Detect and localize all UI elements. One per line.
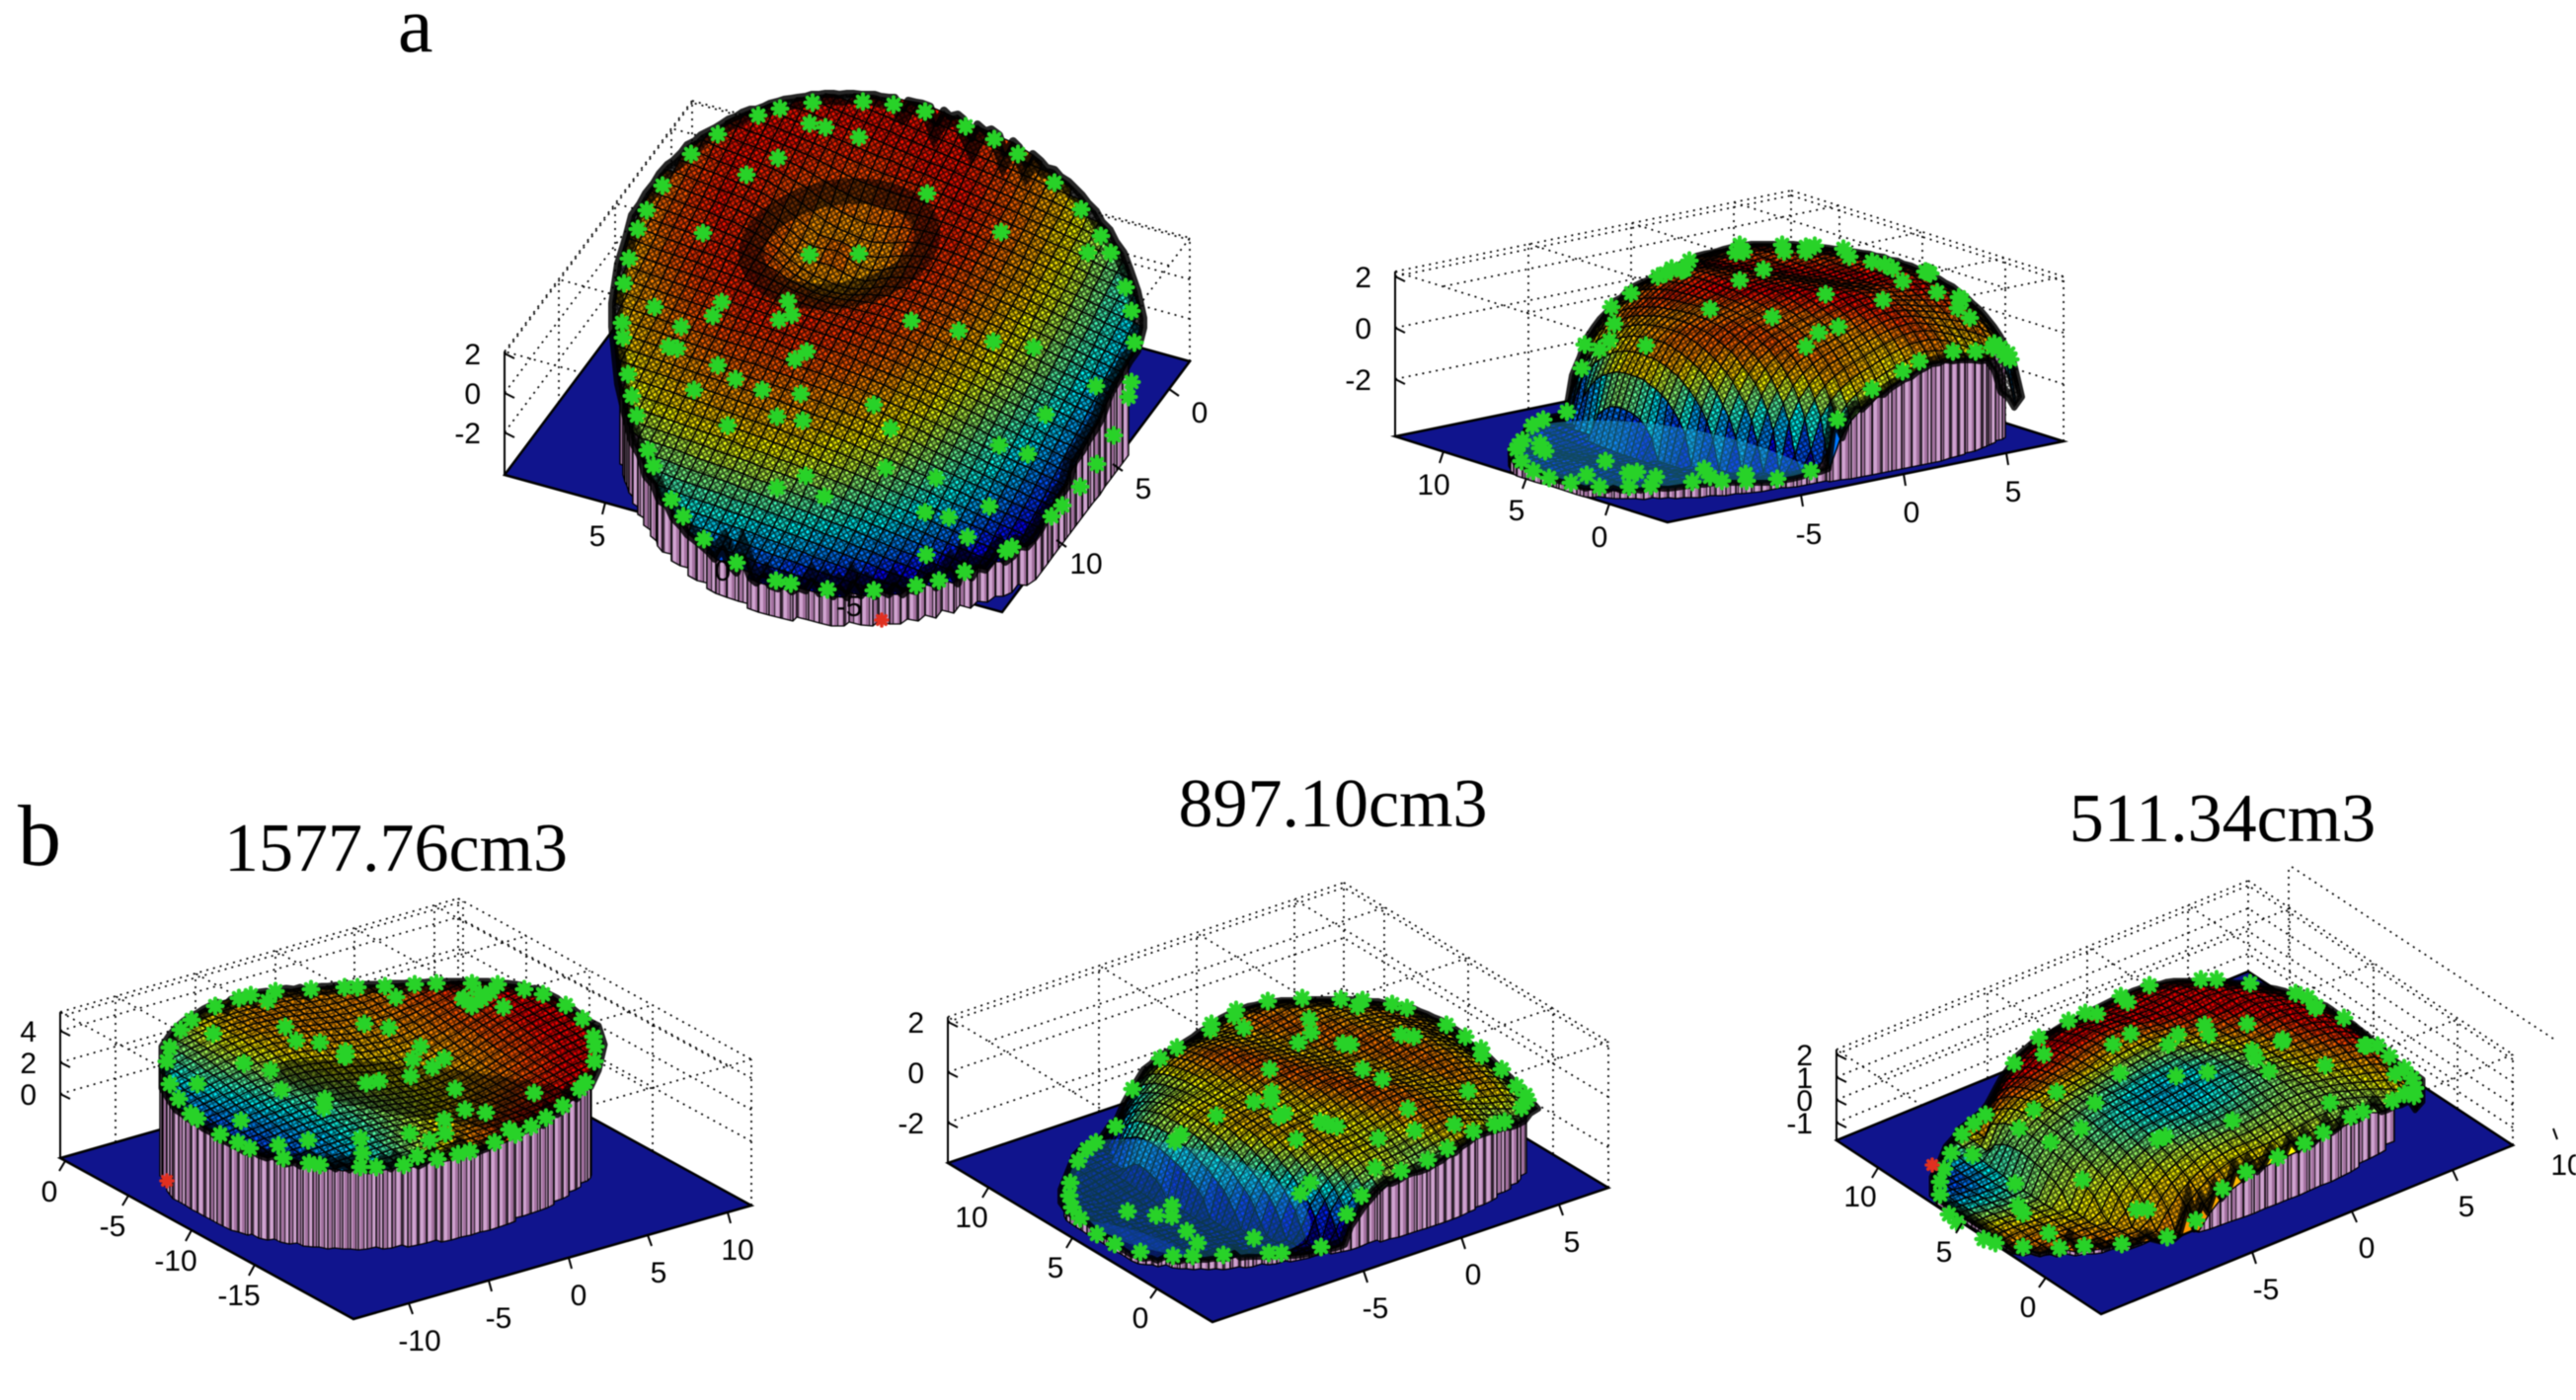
svg-text:-2: -2 xyxy=(898,1108,924,1140)
svg-text:10: 10 xyxy=(955,1202,987,1234)
svg-text:2: 2 xyxy=(20,1048,37,1080)
svg-text:0: 0 xyxy=(41,1176,58,1208)
svg-text:0: 0 xyxy=(1132,1302,1149,1335)
svg-text:-5: -5 xyxy=(1796,518,1823,551)
svg-text:511.34cm3: 511.34cm3 xyxy=(2069,781,2376,857)
svg-text:2: 2 xyxy=(1796,1040,1813,1072)
svg-text:0: 0 xyxy=(1192,397,1209,429)
svg-text:2: 2 xyxy=(907,1007,924,1040)
svg-text:2: 2 xyxy=(1355,262,1371,294)
svg-text:5: 5 xyxy=(651,1257,667,1289)
svg-text:5: 5 xyxy=(1564,1226,1581,1259)
svg-text:0: 0 xyxy=(1796,1085,1813,1118)
svg-text:5: 5 xyxy=(2005,476,2022,508)
svg-text:0: 0 xyxy=(1904,497,1920,529)
svg-text:0: 0 xyxy=(1592,521,1608,554)
svg-text:0: 0 xyxy=(2359,1232,2376,1265)
svg-text:2: 2 xyxy=(464,339,481,371)
svg-text:-5: -5 xyxy=(486,1302,512,1335)
svg-text:897.10cm3: 897.10cm3 xyxy=(1178,766,1487,842)
svg-text:0: 0 xyxy=(1465,1259,1482,1291)
svg-text:0: 0 xyxy=(571,1280,587,1312)
svg-text:5: 5 xyxy=(1048,1252,1064,1284)
svg-text:-5: -5 xyxy=(2253,1274,2280,1306)
svg-text:10: 10 xyxy=(1843,1181,1876,1213)
svg-text:-10: -10 xyxy=(398,1325,440,1358)
svg-text:10: 10 xyxy=(1069,548,1102,581)
svg-text:0: 0 xyxy=(715,555,732,587)
svg-text:-10: -10 xyxy=(154,1245,196,1278)
svg-text:-1: -1 xyxy=(1786,1108,1813,1140)
svg-text:10: 10 xyxy=(2550,1149,2576,1182)
svg-text:0: 0 xyxy=(2020,1291,2037,1324)
svg-text:1: 1 xyxy=(1796,1062,1813,1095)
svg-text:5: 5 xyxy=(1509,495,1525,527)
svg-text:0: 0 xyxy=(907,1057,924,1090)
svg-text:-2: -2 xyxy=(1345,364,1371,397)
svg-text:-5: -5 xyxy=(100,1210,126,1243)
svg-text:0: 0 xyxy=(464,378,481,411)
svg-text:-5: -5 xyxy=(1363,1292,1389,1325)
svg-text:a: a xyxy=(398,0,433,69)
svg-text:-2: -2 xyxy=(454,418,481,450)
svg-text:5: 5 xyxy=(2459,1191,2475,1223)
svg-text:0: 0 xyxy=(20,1079,37,1112)
svg-text:0: 0 xyxy=(1355,313,1371,346)
svg-text:5: 5 xyxy=(1135,473,1152,506)
svg-text:10: 10 xyxy=(721,1234,753,1267)
svg-text:-5: -5 xyxy=(836,590,863,623)
svg-text:1577.76cm3: 1577.76cm3 xyxy=(224,811,568,887)
svg-text:5: 5 xyxy=(589,520,606,553)
svg-text:10: 10 xyxy=(1417,469,1449,502)
svg-text:5: 5 xyxy=(1936,1236,1953,1269)
svg-text:b: b xyxy=(18,789,61,885)
svg-text:-15: -15 xyxy=(217,1280,260,1312)
svg-text:4: 4 xyxy=(20,1016,37,1049)
